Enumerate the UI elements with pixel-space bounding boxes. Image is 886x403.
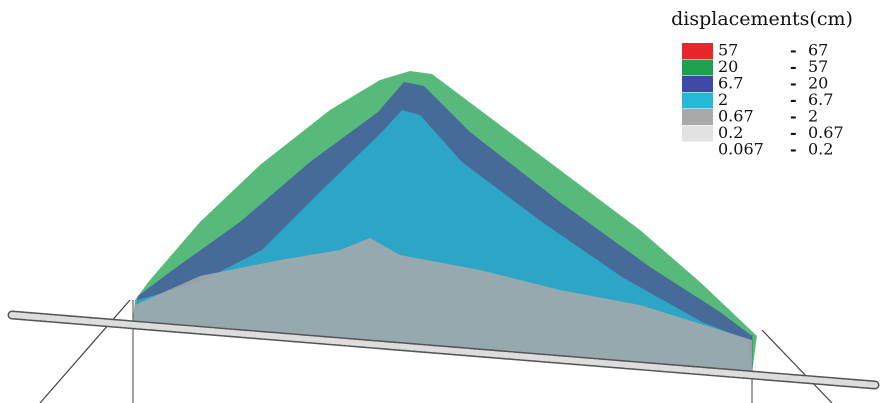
legend-from: 0.67 — [718, 107, 754, 126]
legend-separator: - — [790, 90, 797, 109]
legend-swatch — [682, 125, 713, 142]
legend-from: 6.7 — [718, 74, 743, 93]
legend-to: 0.2 — [808, 140, 833, 159]
legend-from: 0.2 — [718, 123, 743, 142]
legend-separator: - — [790, 74, 797, 93]
legend-to: 6.7 — [808, 90, 833, 109]
legend-separator: - — [790, 140, 797, 159]
rod-pattern — [9, 312, 878, 388]
legend-separator: - — [790, 57, 797, 76]
legend-swatch — [682, 76, 713, 92]
legend-swatch — [682, 43, 713, 59]
legend: displacements(cm) 57-6720-576.7-202-6.70… — [671, 8, 853, 159]
legend-to: 0.67 — [808, 123, 844, 142]
legend-swatch — [682, 109, 713, 125]
legend-to: 20 — [808, 74, 828, 93]
legend-from: 2 — [718, 90, 728, 109]
support-line — [39, 299, 131, 403]
legend-separator: - — [790, 41, 797, 60]
legend-from: 0.067 — [718, 140, 764, 159]
support-line — [761, 329, 833, 403]
legend-swatch — [682, 142, 713, 158]
legend-separator: - — [790, 107, 797, 126]
legend-to: 57 — [808, 57, 828, 76]
legend-to: 2 — [808, 107, 818, 126]
legend-separator: - — [790, 123, 797, 142]
legend-from: 20 — [718, 57, 738, 76]
legend-from: 57 — [718, 41, 738, 60]
legend-title: displacements(cm) — [671, 8, 853, 30]
legend-to: 67 — [808, 41, 828, 60]
legend-swatch — [682, 59, 713, 76]
layer-gray — [133, 238, 752, 372]
legend-swatch — [682, 92, 713, 109]
